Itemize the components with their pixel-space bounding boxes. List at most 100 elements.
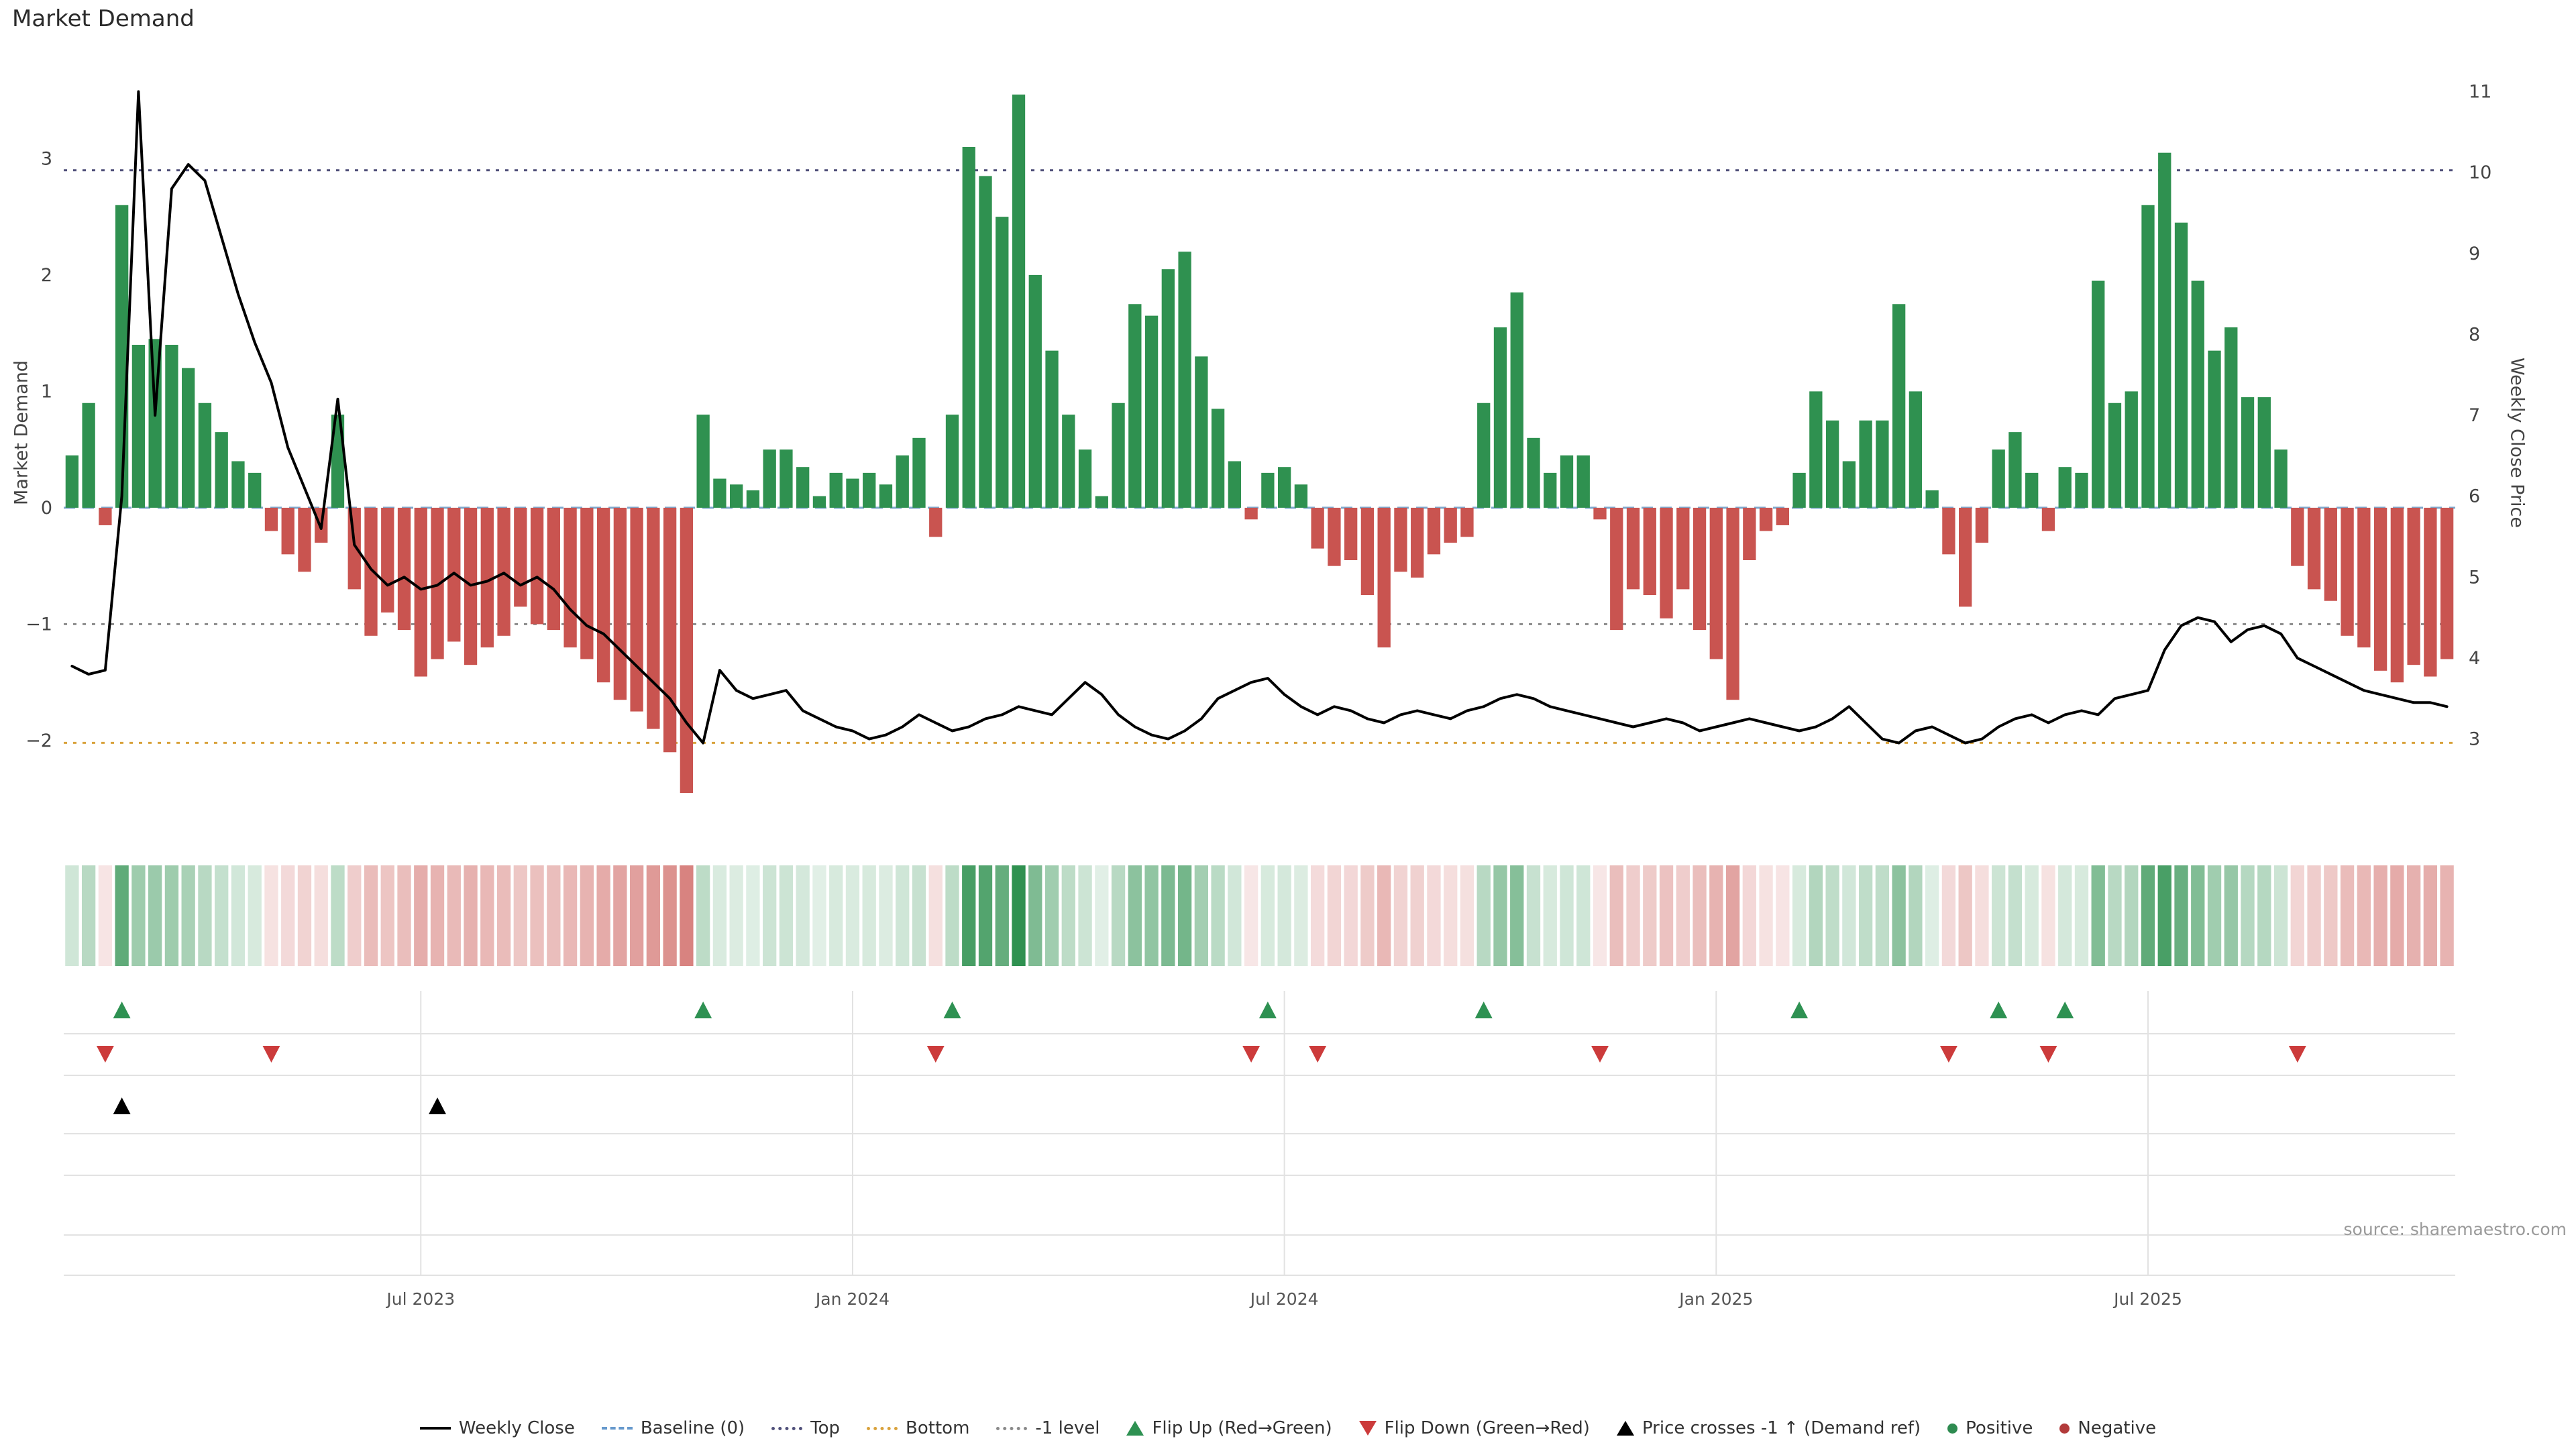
demand-bar [215,432,228,508]
heatmap-cell [1842,865,1856,966]
demand-bar [696,415,710,508]
heatmap-cell [1792,865,1807,966]
flip-up-icon [1258,1002,1277,1018]
flip-up-icon [113,1002,131,1018]
heatmap-cell [629,865,644,966]
demand-bar [1759,507,1773,531]
demand-bar [1178,252,1191,508]
heatmap-cell [2041,865,2055,966]
demand-bar [431,507,444,659]
demand-bar [198,402,212,508]
heatmap-cell [928,865,943,966]
heatmap-cell [1260,865,1275,966]
legend-label: Positive [1966,1418,2033,1438]
demand-bar [1610,507,1623,631]
heatmap-cell [1393,865,1408,966]
heatmap-cell [1078,865,1092,966]
y-axis-tick-label: −1 [25,614,52,635]
demand-bar [796,467,810,508]
heatmap-cell [513,865,527,966]
demand-bar [2440,507,2454,659]
y-axis-tick-label: 3 [41,148,52,169]
flip-up-icon [943,1002,961,1018]
demand-bar [182,368,195,508]
demand-bar [1277,467,1291,508]
heatmap-cell [1941,865,1956,966]
y-axis-tick-label: 11 [2469,82,2491,103]
heatmap-cell [1277,865,1291,966]
y-axis-tick-label: 0 [41,498,52,519]
dot-swatch-icon [1947,1423,1958,1434]
heatmap-cell [1526,865,1541,966]
heatmap-cell [2440,865,2454,966]
heatmap-cell [1759,865,1773,966]
triangle-up-icon [1616,1421,1634,1436]
legend-item: Price crosses -1 ↑ (Demand ref) [1616,1418,1921,1438]
flip-down-icon [2039,1046,2057,1063]
demand-bar [2373,507,2387,671]
legend-label: Baseline (0) [640,1418,745,1438]
heatmap-cell [680,865,694,966]
demand-bar [680,507,694,794]
demand-bar [996,217,1009,508]
demand-bar [2125,391,2138,508]
demand-bar [1776,507,1789,525]
heatmap-cell [1543,865,1557,966]
demand-bar [1311,507,1324,549]
demand-bar [1045,350,1059,508]
demand-bar [165,344,178,508]
y-axis-tick-label: 2 [41,265,52,286]
flip-down-icon [1242,1046,1260,1063]
demand-bar [1693,507,1707,631]
heatmap-cell [2373,865,2387,966]
demand-bar [1825,420,1839,508]
page-title: Market Demand [12,5,195,32]
legend-item: Baseline (0) [601,1418,745,1438]
demand-bar [82,402,95,508]
heatmap-cell [480,865,494,966]
heatmap-cell [215,865,229,966]
legend-item: Top [771,1418,840,1438]
heatmap-cell [1693,865,1707,966]
demand-bar [863,472,876,508]
y-axis-tick-label: 3 [2469,729,2480,750]
demand-bar [829,472,843,508]
heatmap-cell [281,865,295,966]
heatmap-cell [81,865,96,966]
demand-bar [364,507,378,636]
source-credit: source: sharemaestro.com [2343,1220,2567,1239]
demand-bar [1975,507,1989,543]
flip-down-icon [262,1046,280,1063]
demand-bar [1228,461,1242,508]
demand-bar [663,507,677,753]
demand-bar [264,507,278,531]
heatmap-cell [2390,865,2404,966]
demand-bar [2158,152,2171,508]
left-axis-ticks: 3 2 1 0 −1 −2 [25,148,52,751]
demand-bar [1842,461,1856,508]
demand-bar [414,507,427,677]
right-axis-ticks: 11 10 9 8 7 6 5 4 3 [2469,82,2491,750]
heatmap-cell [2324,865,2338,966]
heatmap-cell [1061,865,1075,966]
demand-bar [1078,449,1092,508]
heatmap-cell [181,865,195,966]
demand-bar [730,484,743,508]
heatmap-cell [331,865,345,966]
legend-label: Negative [2078,1418,2157,1438]
demand-bar [2025,472,2039,508]
demand-bar [1460,507,1474,537]
demand-bar [945,415,959,508]
heatmap-cell [1643,865,1657,966]
legend-item: Weekly Close [419,1418,575,1438]
heatmap-cell [845,865,860,966]
demand-bar [547,507,560,631]
demand-bar [1593,507,1607,520]
demand-bar [2257,397,2271,508]
heatmap-cell [2157,865,2171,966]
legend-label: Flip Up (Red→Green) [1152,1418,1332,1438]
heatmap-cell [2058,865,2072,966]
demand-bar [1660,507,1673,619]
demand-bar [1493,327,1507,508]
demand-bar [1195,356,1208,508]
